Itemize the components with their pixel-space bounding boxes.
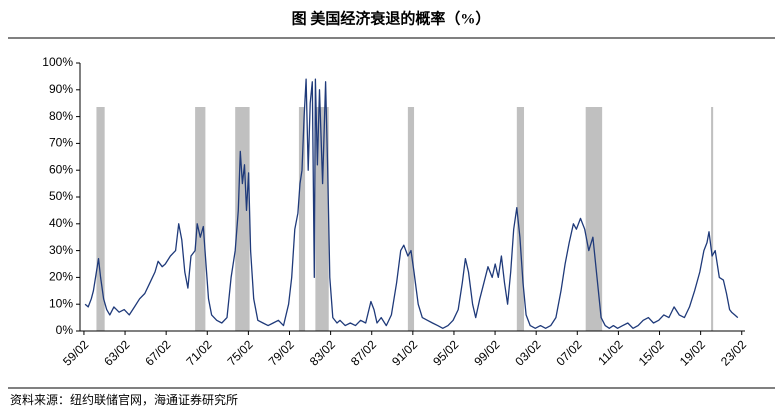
x-tick-label: 15/02 bbox=[636, 337, 667, 368]
x-tick-label: 67/02 bbox=[142, 337, 173, 368]
recession-band bbox=[298, 107, 306, 331]
y-tick-label: 0% bbox=[56, 323, 74, 337]
recession-band bbox=[516, 107, 525, 331]
y-tick-label: 50% bbox=[49, 189, 73, 203]
y-tick-label: 100% bbox=[42, 55, 73, 69]
x-tick-label: 79/02 bbox=[266, 337, 297, 368]
x-tick-label: 83/02 bbox=[307, 337, 338, 368]
x-tick-label: 87/02 bbox=[348, 337, 379, 368]
y-tick-label: 10% bbox=[49, 296, 73, 310]
x-tick-label: 63/02 bbox=[101, 337, 132, 368]
recession-band bbox=[195, 107, 206, 331]
y-tick-label: 80% bbox=[49, 109, 73, 123]
recession-band bbox=[407, 107, 415, 331]
y-tick-label: 60% bbox=[49, 162, 73, 176]
recession-band bbox=[235, 107, 250, 331]
x-tick-label: 23/02 bbox=[718, 337, 749, 368]
x-tick-label: 11/02 bbox=[595, 337, 626, 368]
y-tick-label: 40% bbox=[49, 216, 73, 230]
x-tick-label: 95/02 bbox=[430, 337, 461, 368]
recession-band bbox=[96, 107, 105, 331]
x-tick-label: 71/02 bbox=[184, 337, 215, 368]
x-tick-label: 99/02 bbox=[471, 337, 502, 368]
recession-band bbox=[585, 107, 603, 331]
x-tick-label: 59/02 bbox=[60, 337, 91, 368]
recession-band bbox=[711, 107, 714, 331]
y-tick-label: 70% bbox=[49, 136, 73, 150]
x-tick-label: 19/02 bbox=[677, 337, 708, 368]
recession-band bbox=[315, 107, 329, 331]
y-tick-label: 30% bbox=[49, 243, 73, 257]
y-tick-label: 20% bbox=[49, 270, 73, 284]
x-tick-label: 91/02 bbox=[389, 337, 420, 368]
series-line bbox=[84, 78, 739, 329]
chart-title: 图 美国经济衰退的概率（%） bbox=[292, 9, 491, 27]
source-note: 资料来源：纽约联储官网，海通证券研究所 bbox=[10, 392, 238, 407]
y-tick-label: 90% bbox=[49, 82, 73, 96]
x-tick-label: 75/02 bbox=[225, 337, 256, 368]
x-tick-label: 07/02 bbox=[554, 337, 585, 368]
x-tick-label: 03/02 bbox=[512, 337, 543, 368]
